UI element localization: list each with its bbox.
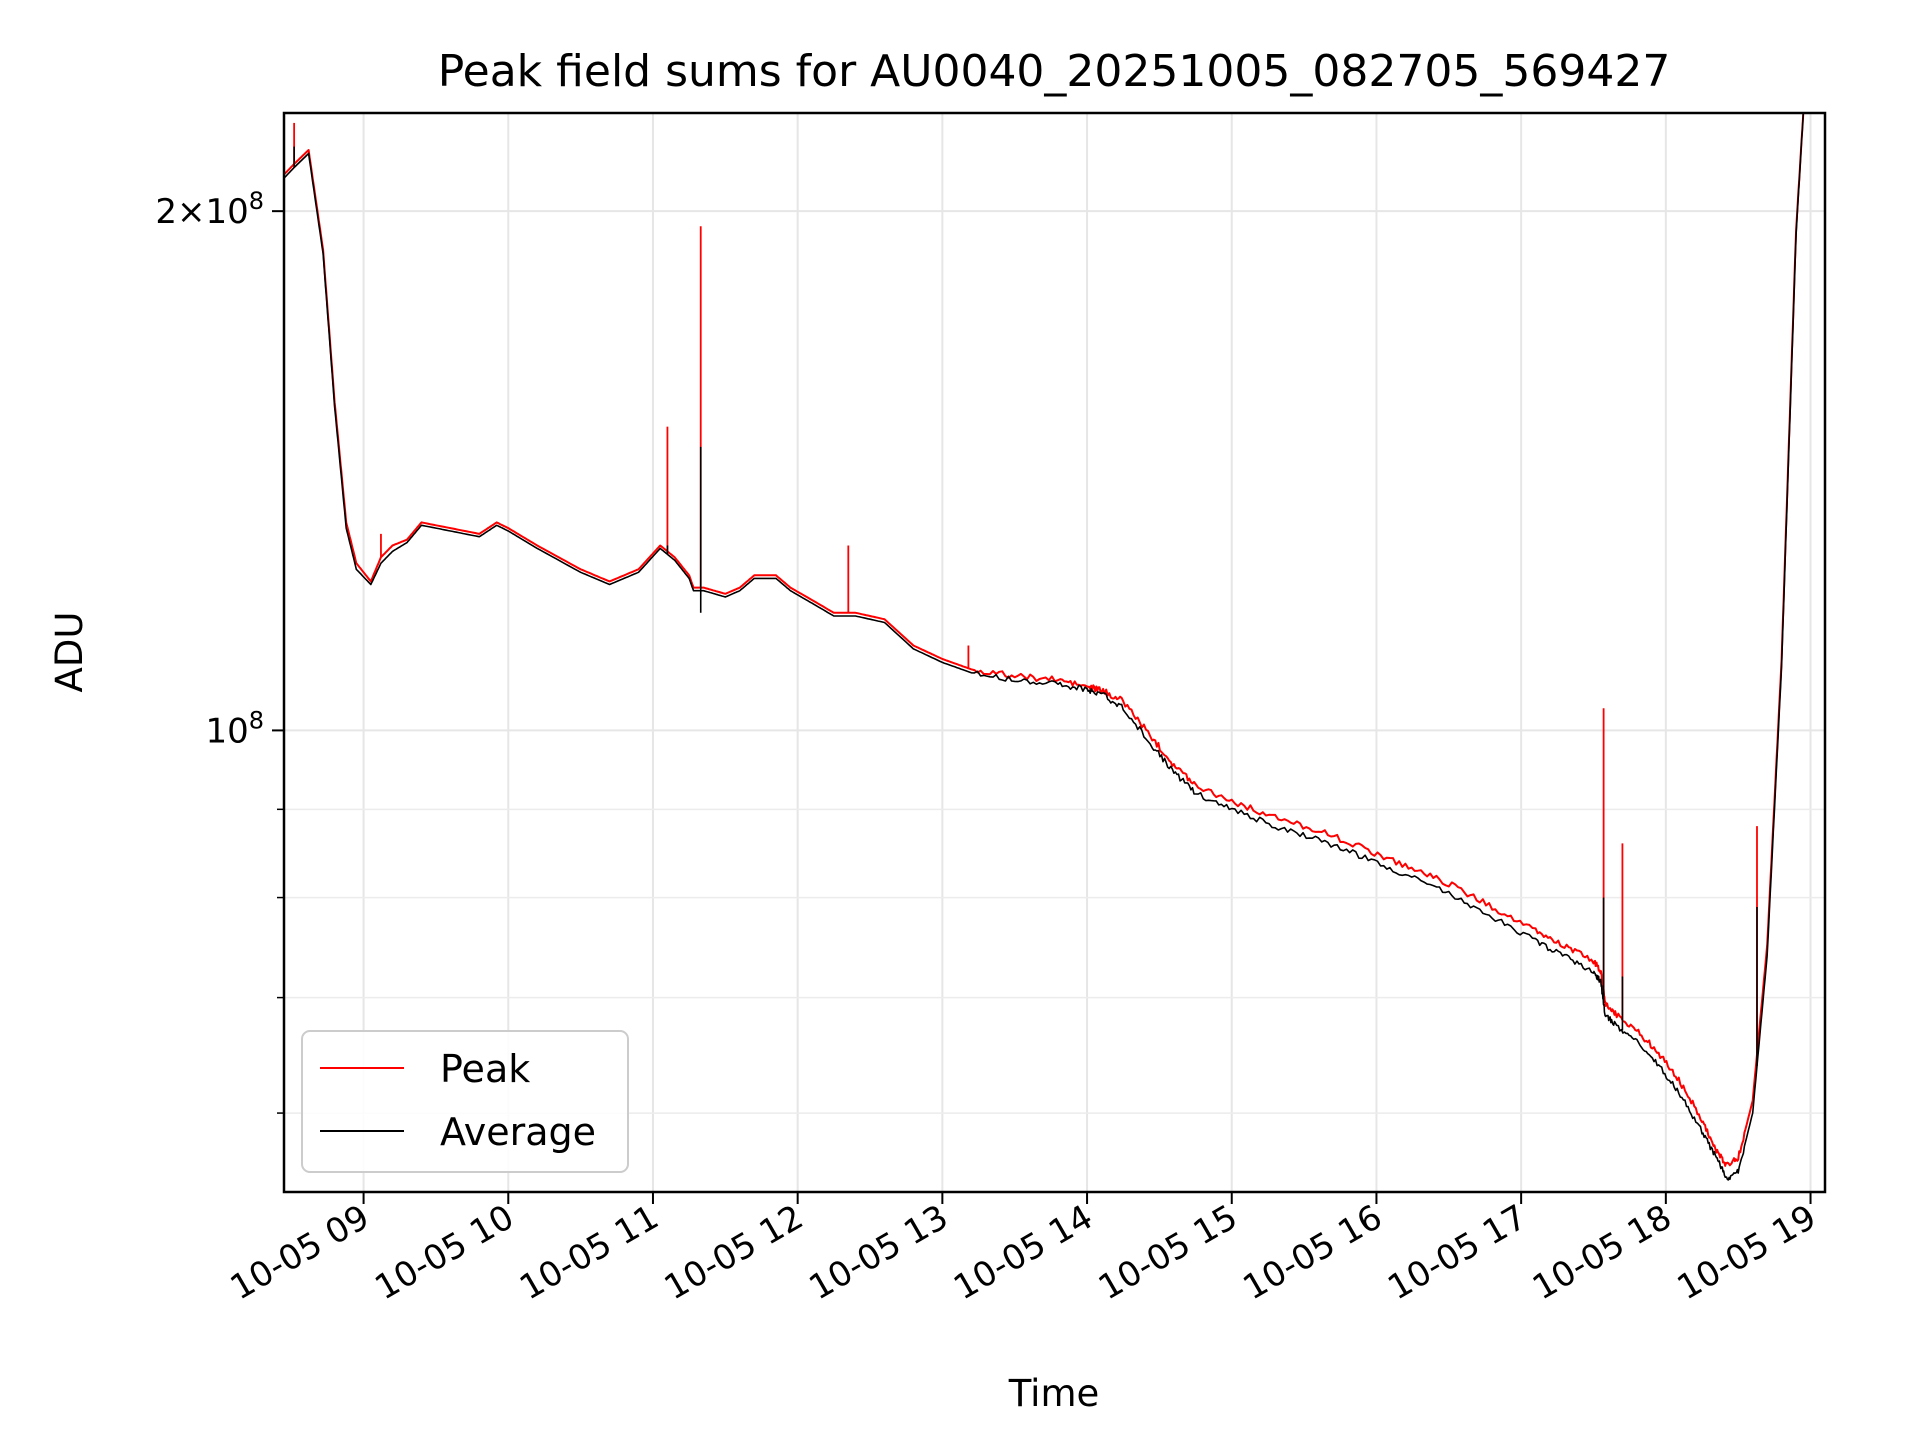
series-line-average: [283, 112, 1805, 1181]
y-tick-base: 10: [205, 711, 248, 751]
plot-frame: [282, 111, 1827, 1194]
y-axis-label: ADU: [48, 612, 91, 693]
y-tick-exponent: 8: [249, 706, 264, 734]
legend-label-peak: Peak: [440, 1047, 530, 1091]
y-tick-base: 10: [205, 192, 248, 232]
legend: Peak Average: [301, 1030, 629, 1173]
y-tick-label: 2×108: [155, 187, 264, 232]
legend-label-average: Average: [440, 1110, 596, 1154]
y-tick-label: 108: [205, 706, 264, 751]
legend-box: [301, 1030, 629, 1173]
grid-layer: [284, 113, 1825, 1192]
chart-title: Peak field sums for AU0040_20251005_0827…: [438, 46, 1671, 97]
series-line-peak: [283, 112, 1805, 1167]
x-axis-label: Time: [1008, 1372, 1100, 1415]
series-layer: [283, 112, 1805, 1181]
y-tick-coefficient: 2×: [155, 192, 205, 232]
y-tick-exponent: 8: [249, 187, 264, 215]
